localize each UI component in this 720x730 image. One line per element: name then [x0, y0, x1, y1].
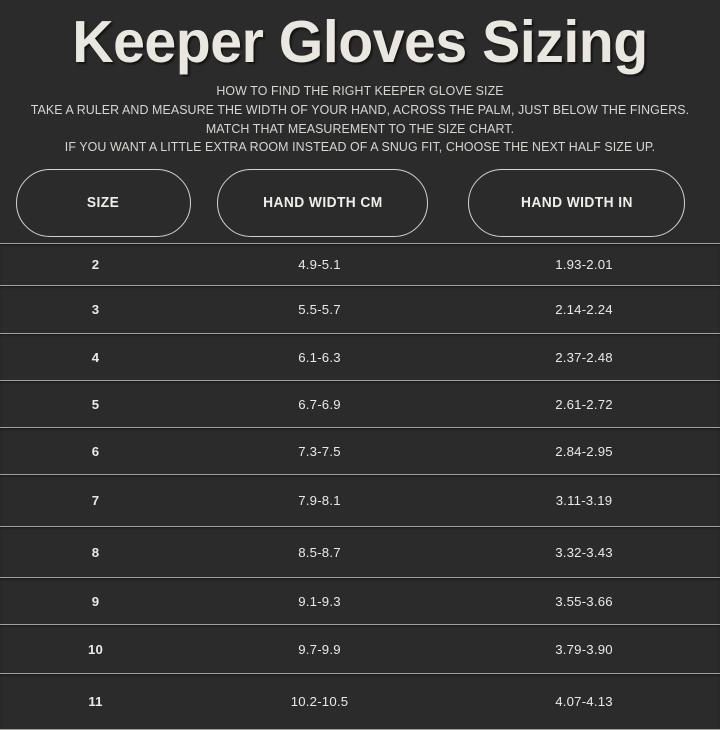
column-header-size-label: SIZE [87, 195, 120, 212]
cell-hand-width-cm: 6.1-6.3 [298, 349, 341, 365]
column-header-hand-width-cm-label: HAND WIDTH CM [262, 195, 383, 212]
cell-hand-width-in: 2.37-2.48 [555, 349, 613, 365]
cell-hand-width-cm: 6.7-6.9 [298, 396, 341, 412]
table-row: 2 4.9-5.1 1.93-2.01 [0, 243, 720, 285]
cell-hand-width-cm: 8.5-8.7 [298, 544, 341, 560]
cell-size: 10 [87, 641, 104, 657]
instructions-block: HOW TO FIND THE RIGHT KEEPER GLOVE SIZE … [0, 82, 720, 157]
cell-hand-width-in: 3.55-3.66 [555, 593, 613, 609]
cell-size: 11 [88, 694, 103, 710]
cell-hand-width-cm: 9.7-9.9 [298, 641, 341, 657]
table-row: 8 8.5-8.7 3.32-3.43 [0, 526, 720, 577]
cell-hand-width-in: 1.93-2.01 [555, 257, 613, 273]
cell-size: 7 [91, 493, 100, 509]
table-row: 9 9.1-9.3 3.55-3.66 [0, 577, 720, 624]
table-row: 6 7.3-7.5 2.84-2.95 [0, 427, 720, 474]
cell-hand-width-cm: 4.9-5.1 [298, 257, 341, 273]
cell-hand-width-cm: 5.5-5.7 [298, 302, 341, 318]
instruction-line: IF YOU WANT A LITTLE EXTRA ROOM INSTEAD … [64, 139, 656, 155]
cell-hand-width-cm: 9.1-9.3 [298, 593, 341, 609]
cell-hand-width-in: 2.14-2.24 [555, 302, 613, 318]
cell-hand-width-in: 4.07-4.13 [555, 694, 613, 710]
cell-hand-width-in: 3.11-3.19 [555, 493, 613, 509]
instruction-line: TAKE A RULER AND MEASURE THE WIDTH OF YO… [30, 101, 690, 117]
size-table: 2 4.9-5.1 1.93-2.01 3 5.5-5.7 2.14-2.24 4 6.1-6… [0, 243, 720, 730]
cell-hand-width-in: 3.32-3.43 [555, 544, 613, 560]
page-header: Keeper Gloves Sizing HOW TO FIND THE RIG… [0, 0, 720, 157]
cell-size: 3 [91, 302, 100, 318]
table-row: 10 9.7-9.9 3.79-3.90 [0, 624, 720, 673]
cell-size: 9 [91, 593, 100, 609]
cell-hand-width-cm: 10.2-10.5 [290, 694, 349, 710]
column-header-hand-width-cm: HAND WIDTH CM [217, 169, 428, 238]
cell-size: 4 [91, 349, 100, 365]
cell-size: 5 [91, 396, 100, 412]
cell-size: 6 [91, 443, 100, 459]
column-header-hand-width-in-label: HAND WIDTH IN [520, 195, 633, 212]
instruction-line: HOW TO FIND THE RIGHT KEEPER GLOVE SIZE [216, 83, 504, 98]
column-header-hand-width-in: HAND WIDTH IN [468, 169, 685, 238]
cell-hand-width-in: 2.84-2.95 [555, 443, 613, 459]
cell-hand-width-cm: 7.9-8.1 [298, 493, 341, 509]
instruction-line: MATCH THAT MEASUREMENT TO THE SIZE CHART… [205, 120, 515, 136]
table-row: 4 6.1-6.3 2.37-2.48 [0, 333, 720, 380]
cell-hand-width-in: 3.79-3.90 [555, 641, 613, 657]
cell-size: 2 [91, 257, 100, 273]
table-row: 11 10.2-10.5 4.07-4.13 [0, 673, 720, 730]
page-title: Keeper Gloves Sizing [72, 9, 648, 75]
table-row: 5 6.7-6.9 2.61-2.72 [0, 380, 720, 427]
cell-hand-width-cm: 7.3-7.5 [298, 443, 341, 459]
column-header-size: SIZE [16, 169, 191, 238]
cell-hand-width-in: 2.61-2.72 [555, 396, 613, 412]
table-header-row: SIZE HAND WIDTH CM HAND WIDTH IN [0, 169, 720, 241]
cell-size: 8 [91, 544, 100, 560]
table-row: 3 5.5-5.7 2.14-2.24 [0, 285, 720, 333]
table-row: 7 7.9-8.1 3.11-3.19 [0, 474, 720, 526]
